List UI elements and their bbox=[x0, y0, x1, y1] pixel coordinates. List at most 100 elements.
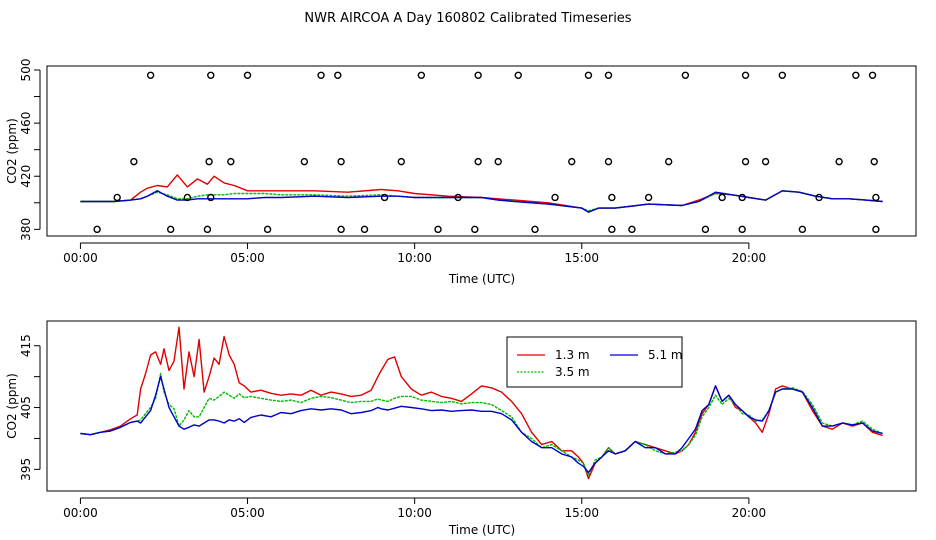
top-plot-frame bbox=[46, 65, 917, 237]
top-data-point bbox=[628, 225, 636, 234]
top-data-point bbox=[514, 71, 522, 79]
top-x-axis-label: Time (UTC) bbox=[448, 272, 515, 286]
top-data-point bbox=[417, 71, 426, 79]
bottom-y-axis: 395 405 415 bbox=[19, 334, 41, 481]
top-points-group bbox=[93, 71, 880, 234]
bottom-panel: 00:00 05:00 10:00 15:00 20:00 395 405 415 Time… bbox=[5, 320, 917, 537]
bottom-series-group bbox=[80, 326, 883, 480]
top-x-tick-label: 10:00 bbox=[397, 251, 432, 265]
top-data-point bbox=[531, 225, 539, 234]
top-data-point bbox=[741, 157, 750, 166]
top-data-point bbox=[738, 193, 746, 202]
top-data-point bbox=[608, 193, 616, 202]
top-data-point bbox=[664, 157, 673, 166]
top-data-point bbox=[207, 71, 215, 79]
bottom-x-tick-label: 15:00 bbox=[564, 506, 599, 520]
top-x-tick-label: 15:00 bbox=[564, 251, 599, 265]
top-data-point bbox=[551, 193, 559, 202]
top-x-axis: 00:00 05:00 10:00 15:00 20:00 bbox=[63, 242, 767, 265]
top-data-point bbox=[761, 157, 770, 166]
top-data-point bbox=[741, 71, 750, 79]
top-data-point bbox=[337, 157, 345, 166]
top-data-point bbox=[872, 225, 880, 234]
top-y-tick-label: 420 bbox=[19, 165, 33, 188]
top-x-tick-label: 05:00 bbox=[230, 251, 265, 265]
top-data-point bbox=[317, 71, 325, 79]
top-data-point bbox=[397, 157, 405, 166]
bottom-x-tick-label: 20:00 bbox=[732, 506, 767, 520]
top-data-point bbox=[471, 225, 479, 234]
top-data-point bbox=[113, 193, 121, 202]
top-data-point bbox=[644, 193, 653, 202]
top-data-point bbox=[718, 193, 726, 202]
bottom-x-axis: 00:00 05:00 10:00 15:00 20:00 bbox=[63, 497, 767, 520]
top-data-point bbox=[681, 71, 690, 79]
top-data-point bbox=[380, 193, 389, 202]
top-x-tick-label: 00:00 bbox=[63, 251, 98, 265]
top-data-point bbox=[166, 225, 175, 234]
top-data-point bbox=[584, 71, 593, 79]
bottom-plot-frame bbox=[46, 320, 917, 492]
top-data-point bbox=[474, 71, 482, 79]
bottom-x-tick-label: 10:00 bbox=[397, 506, 432, 520]
top-data-point bbox=[243, 71, 252, 79]
legend-label-5-1m: 5.1 m bbox=[648, 348, 683, 362]
bottom-series-1-3-m-line bbox=[80, 326, 883, 480]
top-y-axis: 380 420 460 500 bbox=[19, 59, 41, 241]
top-data-point bbox=[701, 225, 710, 234]
top-data-point bbox=[334, 71, 342, 79]
legend-label-1-3m: 1.3 m bbox=[555, 348, 590, 362]
top-series-group bbox=[80, 174, 883, 213]
top-data-point bbox=[337, 225, 345, 234]
top-data-point bbox=[183, 193, 192, 202]
top-x-tick-label: 20:00 bbox=[732, 251, 767, 265]
figure-title: NWR AIRCOA A Day 160802 Calibrated Times… bbox=[304, 11, 631, 26]
top-data-point bbox=[870, 157, 878, 166]
bottom-x-tick-label: 05:00 bbox=[230, 506, 265, 520]
bottom-y-tick-label: 415 bbox=[19, 334, 33, 357]
legend-box bbox=[506, 336, 683, 388]
bottom-series-5-1-m-line bbox=[80, 375, 883, 474]
top-data-point bbox=[360, 225, 369, 234]
top-data-point bbox=[434, 225, 442, 234]
bottom-y-tick-label: 395 bbox=[19, 458, 33, 481]
top-y-axis-label: CO2 (ppm) bbox=[5, 118, 19, 184]
top-data-point bbox=[263, 225, 272, 234]
top-data-point bbox=[868, 71, 877, 79]
top-data-point bbox=[835, 157, 843, 166]
top-data-point bbox=[207, 193, 215, 202]
bottom-y-tick-label: 405 bbox=[19, 396, 33, 419]
top-data-point bbox=[608, 225, 616, 234]
top-data-point bbox=[815, 193, 823, 202]
top-data-point bbox=[604, 157, 613, 166]
top-data-point bbox=[146, 71, 155, 79]
top-data-point bbox=[93, 225, 101, 234]
bottom-y-axis-label: CO2 (ppm) bbox=[5, 373, 19, 439]
top-data-point bbox=[494, 157, 502, 166]
top-series-1-3-m-line bbox=[80, 174, 883, 213]
top-data-point bbox=[568, 157, 576, 166]
top-data-point bbox=[872, 193, 880, 202]
top-y-tick-label: 380 bbox=[19, 218, 33, 241]
top-data-point bbox=[604, 71, 613, 79]
top-data-point bbox=[203, 225, 212, 234]
top-data-point bbox=[852, 71, 860, 79]
top-data-point bbox=[778, 71, 787, 79]
top-data-point bbox=[130, 157, 138, 166]
bottom-x-axis-label: Time (UTC) bbox=[448, 523, 515, 537]
top-panel: 00:00 05:00 10:00 15:00 20:00 380 420 460 500 T… bbox=[5, 59, 917, 286]
top-data-point bbox=[798, 225, 807, 234]
top-y-tick-label: 460 bbox=[19, 112, 33, 135]
top-data-point bbox=[205, 157, 213, 166]
legend-label-3-5m: 3.5 m bbox=[555, 365, 590, 379]
top-data-point bbox=[227, 157, 235, 166]
legend: 1.3 m 5.1 m 3.5 m bbox=[506, 336, 683, 388]
top-series-5-1-m-line bbox=[80, 190, 883, 213]
top-data-point bbox=[300, 157, 309, 166]
bottom-x-tick-label: 00:00 bbox=[63, 506, 98, 520]
top-series-3-5-m-line bbox=[80, 190, 883, 212]
top-y-tick-label: 500 bbox=[19, 59, 33, 82]
top-data-point bbox=[474, 157, 482, 166]
top-data-point bbox=[454, 193, 462, 202]
